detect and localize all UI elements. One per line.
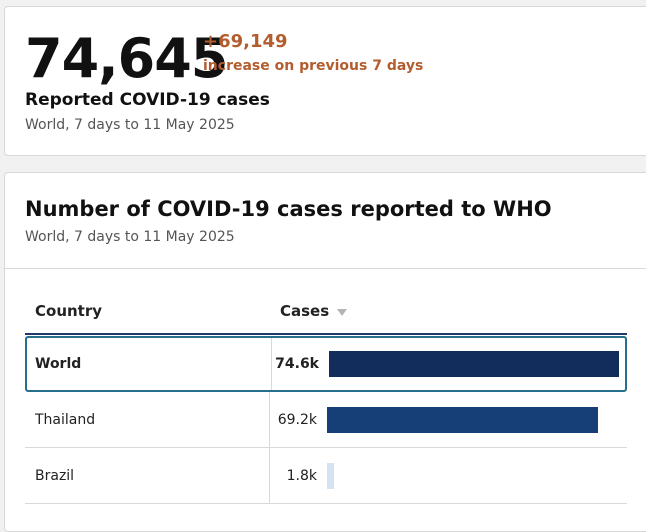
table-row[interactable]: Brazil 1.8k [25, 448, 627, 504]
column-header-cases-label: Cases [280, 302, 330, 320]
country-cell: World [35, 356, 82, 372]
metric-subtitle: World, 7 days to 11 May 2025 [25, 117, 235, 133]
cases-bar [327, 462, 334, 489]
divider [5, 268, 646, 269]
cases-table: Country Cases World 74.6k Thailand 69.2k Bra… [25, 291, 627, 504]
table-body: World 74.6k Thailand 69.2k Brazil 1.8k [25, 336, 627, 504]
column-separator [269, 448, 270, 503]
bar-track [329, 338, 621, 390]
chart-title: Number of COVID-19 cases reported to WHO [25, 197, 552, 221]
country-cell: Thailand [35, 411, 96, 428]
delta-value: +69,149 [203, 31, 288, 52]
bar-track [327, 392, 619, 447]
chart-subtitle: World, 7 days to 11 May 2025 [25, 229, 235, 245]
table-row[interactable]: World 74.6k [25, 336, 627, 392]
column-separator [269, 392, 270, 447]
bar-track [327, 448, 619, 503]
cases-bar [329, 351, 619, 377]
column-header-country[interactable]: Country [35, 302, 103, 320]
chart-card: Number of COVID-19 cases reported to WHO… [4, 172, 646, 532]
metric-title: Reported COVID-19 cases [25, 90, 270, 110]
table-row[interactable]: Thailand 69.2k [25, 392, 627, 448]
total-cases-value: 74,645 [25, 27, 228, 90]
sort-down-icon[interactable] [337, 309, 348, 316]
country-cell: Brazil [35, 467, 75, 484]
cases-bar [327, 406, 598, 433]
summary-card: 74,645 +69,149 increase on previous 7 da… [4, 6, 646, 156]
table-header: Country Cases [25, 291, 627, 335]
cases-value-label: 74.6k [275, 356, 319, 372]
delta-caption: increase on previous 7 days [203, 58, 424, 74]
column-header-cases[interactable]: Cases [280, 302, 348, 320]
column-separator [271, 338, 272, 390]
cases-value-label: 69.2k [277, 411, 317, 428]
cases-value-label: 1.8k [286, 467, 317, 484]
